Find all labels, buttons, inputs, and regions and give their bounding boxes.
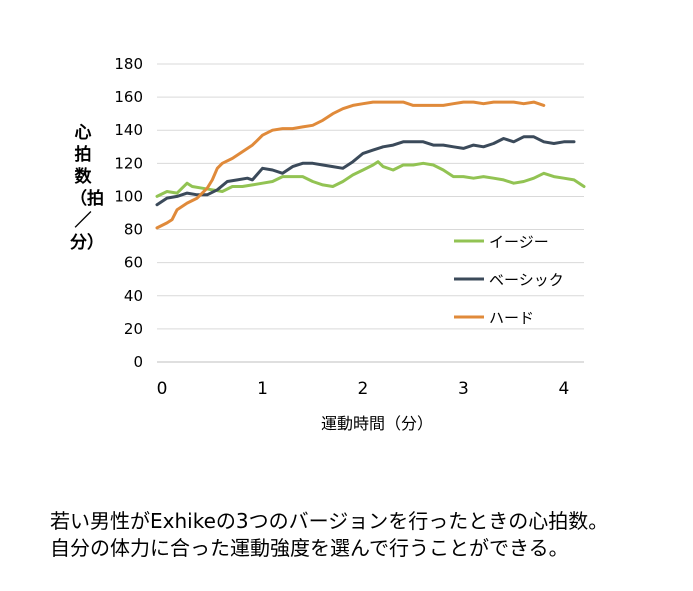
y-tick-80: 80 — [124, 221, 143, 239]
y-tick-140: 140 — [114, 121, 143, 139]
x-tick-0: 0 — [157, 379, 168, 399]
x-tick-2: 2 — [358, 379, 369, 399]
caption-line-2: 自分の体力に合った運動強度を選んで行うことができる。 — [50, 536, 569, 560]
series-line-3 — [155, 100, 546, 230]
caption-line-1: 若い男性がExhikeの3つのバージョンを行ったときの心拍数。 — [50, 509, 609, 533]
series-line-2 — [155, 135, 576, 207]
y-tick-20: 20 — [124, 320, 143, 338]
legend-label-3: ハード — [489, 309, 534, 327]
y-tick-60: 60 — [124, 254, 143, 272]
y-tick-40: 40 — [124, 287, 143, 305]
figure-caption: 若い男性がExhikeの3つのバージョンを行ったときの心拍数。 自分の体力に合っ… — [50, 508, 608, 562]
y-axis-title: 心拍数（拍／分） — [70, 123, 104, 253]
y-tick-180: 180 — [114, 55, 143, 73]
x-tick-3: 3 — [458, 379, 469, 399]
x-tick-labels: 0 1 2 3 4 — [157, 379, 570, 399]
y-tick-120: 120 — [114, 154, 143, 172]
y-tick-labels: 0 20 40 60 80 100 120 140 160 180 — [114, 55, 143, 371]
y-tick-0: 0 — [133, 353, 143, 371]
heart-rate-chart: 0 20 40 60 80 100 120 140 160 180 0 1 2 3 4 イージーベーシック… — [114, 55, 586, 433]
x-axis-title: 運動時間（分） — [321, 414, 433, 433]
series-lines — [155, 100, 586, 230]
series-line-1 — [155, 160, 586, 198]
y-tick-100: 100 — [114, 187, 143, 205]
legend-label-1: イージー — [489, 233, 549, 251]
legend-label-2: ベーシック — [489, 271, 564, 289]
y-tick-160: 160 — [114, 88, 143, 106]
x-tick-4: 4 — [558, 379, 569, 399]
gridlines — [157, 63, 584, 330]
x-tick-1: 1 — [257, 379, 268, 399]
